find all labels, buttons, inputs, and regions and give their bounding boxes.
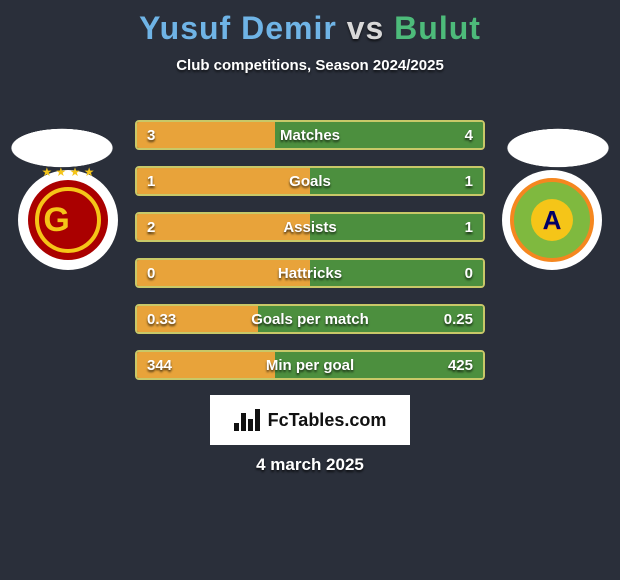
stat-label: Goals	[137, 168, 483, 194]
stat-value-left: 2	[147, 214, 155, 240]
stat-label: Min per goal	[137, 352, 483, 378]
stat-row: Goals per match0.33 0.25	[135, 304, 485, 334]
stat-row: Matches3 4	[135, 120, 485, 150]
stat-label: Goals per match	[137, 306, 483, 332]
stat-label: Hattricks	[137, 260, 483, 286]
stat-value-right: 0.25	[444, 306, 473, 332]
branding-badge[interactable]: FcTables.com	[210, 395, 410, 445]
stat-row: Min per goal344 425	[135, 350, 485, 380]
stat-value-left: 0.33	[147, 306, 176, 332]
stat-value-left: 1	[147, 168, 155, 194]
stat-row: Assists2 1	[135, 212, 485, 242]
date-label: 4 march 2025	[0, 455, 620, 475]
subtitle: Club competitions, Season 2024/2025	[0, 57, 620, 74]
stat-value-right: 425	[448, 352, 473, 378]
stat-value-left: 344	[147, 352, 172, 378]
stat-value-right: 0	[465, 260, 473, 286]
player1-name: Yusuf Demir	[139, 10, 337, 46]
stat-value-right: 1	[465, 168, 473, 194]
player2-name: Bulut	[394, 10, 481, 46]
stat-label: Matches	[137, 122, 483, 148]
stat-value-left: 3	[147, 122, 155, 148]
vs-label: vs	[347, 10, 385, 46]
club-logo-right: A	[502, 170, 602, 270]
player2-avatar	[499, 129, 617, 167]
branding-text: FcTables.com	[268, 410, 387, 431]
stat-value-right: 4	[465, 122, 473, 148]
stat-bars: Matches34Goals11Assists21Hattricks00Goal…	[135, 120, 485, 396]
bars-icon	[234, 409, 262, 431]
stat-row: Goals1 1	[135, 166, 485, 196]
stat-row: Hattricks0 0	[135, 258, 485, 288]
player1-avatar	[3, 129, 121, 167]
club-logo-left: ★ ★ ★ ★ GS	[18, 170, 118, 270]
stat-value-left: 0	[147, 260, 155, 286]
page-title: Yusuf Demir vs Bulut	[0, 0, 620, 47]
stat-value-right: 1	[465, 214, 473, 240]
comparison-card: { "title": { "player1": "Yusuf Demir", "…	[0, 0, 620, 580]
stat-label: Assists	[137, 214, 483, 240]
